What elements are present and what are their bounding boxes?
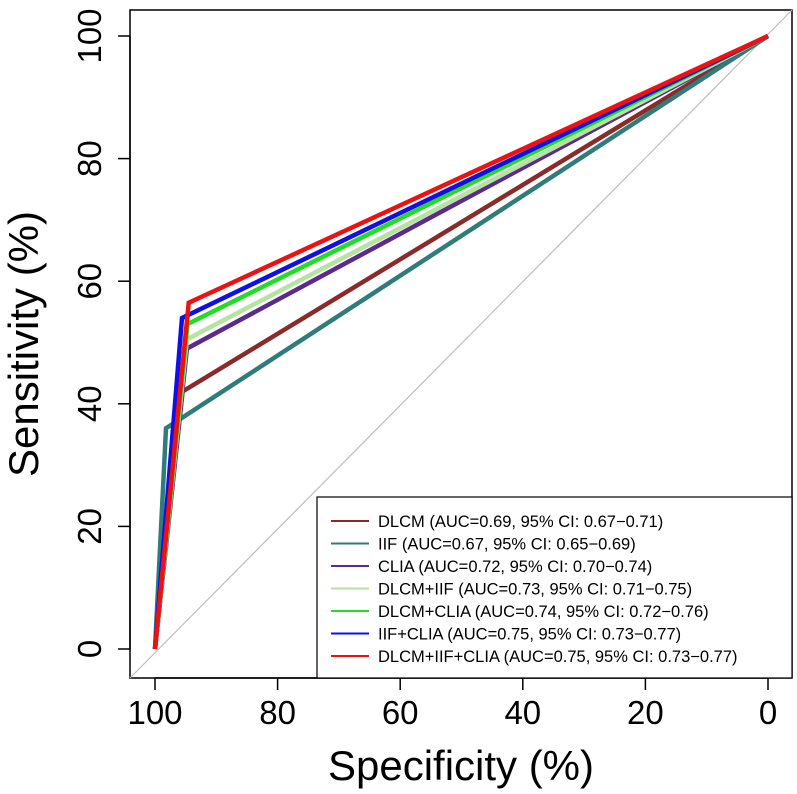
legend-label: IIF (AUC=0.67, 95% CI: 0.65−0.69) [378,536,636,554]
series-line-iif [152,34,770,650]
y-tick-label: 20 [71,508,108,545]
y-tick-label: 80 [71,140,108,177]
y-axis: 0 20 40 60 80 100 [71,8,131,658]
x-tick-label: 0 [759,694,777,731]
y-tick-label: 60 [71,263,108,300]
x-tick-label: 60 [382,694,419,731]
y-tick-label: 100 [71,8,108,63]
x-tick-label: 20 [627,694,664,731]
x-axis: 100 80 60 40 20 0 [127,677,777,731]
legend-label: IIF+CLIA (AUC=0.75, 95% CI: 0.73−0.77) [378,626,681,644]
x-tick-label: 80 [259,694,296,731]
legend-box [316,496,793,679]
x-tick-label: 100 [127,694,182,731]
series-line-dlcm-iif-clia [152,33,769,650]
x-axis-label: Specificity (%) [328,742,594,789]
legend-label: DLCM+CLIA (AUC=0.74, 95% CI: 0.72−0.76) [378,603,709,621]
reference-diagonal [129,9,793,679]
series-layer [152,33,770,650]
x-tick-label: 40 [504,694,541,731]
y-axis-label: Sensitivity (%) [0,211,47,477]
legend-label: DLCM (AUC=0.69, 95% CI: 0.67−0.71) [378,513,663,531]
legend-label: DLCM+IIF (AUC=0.73, 95% CI: 0.71−0.75) [378,581,692,599]
reference-layer [129,9,793,679]
y-tick-label: 40 [71,385,108,422]
legend-label: CLIA (AUC=0.72, 95% CI: 0.70−0.74) [378,558,652,576]
y-tick-label: 0 [71,640,108,658]
legend-label: DLCM+IIF+CLIA (AUC=0.75, 95% CI: 0.73−0.… [378,648,738,666]
legend: DLCM (AUC=0.69, 95% CI: 0.67−0.71) IIF (A… [316,496,793,679]
